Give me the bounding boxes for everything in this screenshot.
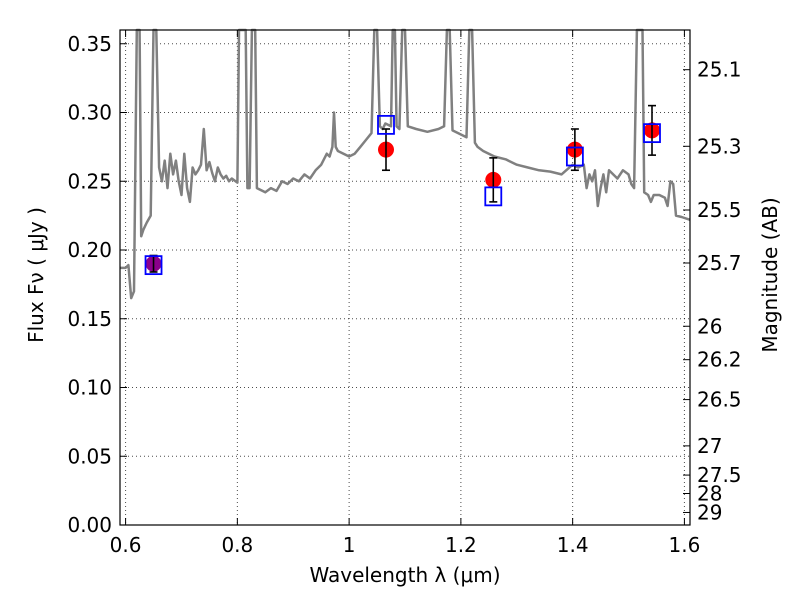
y2-tick-label: 26.5 xyxy=(697,388,742,412)
y2-tick-label: 25.5 xyxy=(697,198,742,222)
y2-tick-label: 27.5 xyxy=(697,463,742,487)
grid-lines xyxy=(120,30,690,526)
y2-tick-label: 27 xyxy=(697,434,722,458)
y-tick-label: 0.35 xyxy=(67,32,112,56)
x-tick-label: 1 xyxy=(343,533,356,557)
model-square-marker xyxy=(484,186,503,207)
y2-tick-label: 25.3 xyxy=(697,134,742,158)
y2-axis-label: Magnitude (AB) xyxy=(758,197,782,352)
x-tick-label: 1.4 xyxy=(557,533,589,557)
y2-tick-label: 25.1 xyxy=(697,58,742,82)
y-axis-label: Flux Fν ( μJy ) xyxy=(24,207,48,343)
model-spectrum xyxy=(120,28,691,300)
y2-tick-label: 25.7 xyxy=(697,251,742,275)
data-points xyxy=(144,104,661,276)
spectrum-line xyxy=(120,28,691,300)
axis-ticks: 0.6 0.8 1 1.2 1.4 1.6 0.00 0.05 0.10 0.15 0.20 0.25… xyxy=(67,30,742,557)
y2-tick-label: 26.2 xyxy=(697,348,742,372)
model-square-marker xyxy=(643,123,661,144)
model-square-marker xyxy=(565,146,584,167)
y2-tick-label: 28 xyxy=(697,482,722,506)
model-square-marker xyxy=(377,114,395,135)
y-tick-label: 0.25 xyxy=(67,169,112,193)
x-tick-label: 0.6 xyxy=(110,533,142,557)
x-tick-label: 0.8 xyxy=(221,533,253,557)
y-tick-label: 0.00 xyxy=(67,513,112,537)
y-tick-label: 0.15 xyxy=(67,307,112,331)
x-tick-label: 1.2 xyxy=(445,533,477,557)
y-tick-label: 0.05 xyxy=(67,444,112,468)
x-tick-label: 1.6 xyxy=(669,533,701,557)
y-tick-label: 0.10 xyxy=(67,376,112,400)
model-square-marker xyxy=(144,255,163,276)
x-axis-label: Wavelength λ (μm) xyxy=(309,563,500,587)
y-tick-label: 0.20 xyxy=(67,238,112,262)
y2-tick-label: 29 xyxy=(697,500,722,524)
y-tick-label: 0.30 xyxy=(67,101,112,125)
y2-tick-label: 26 xyxy=(697,314,722,338)
plot-frame xyxy=(119,29,691,526)
